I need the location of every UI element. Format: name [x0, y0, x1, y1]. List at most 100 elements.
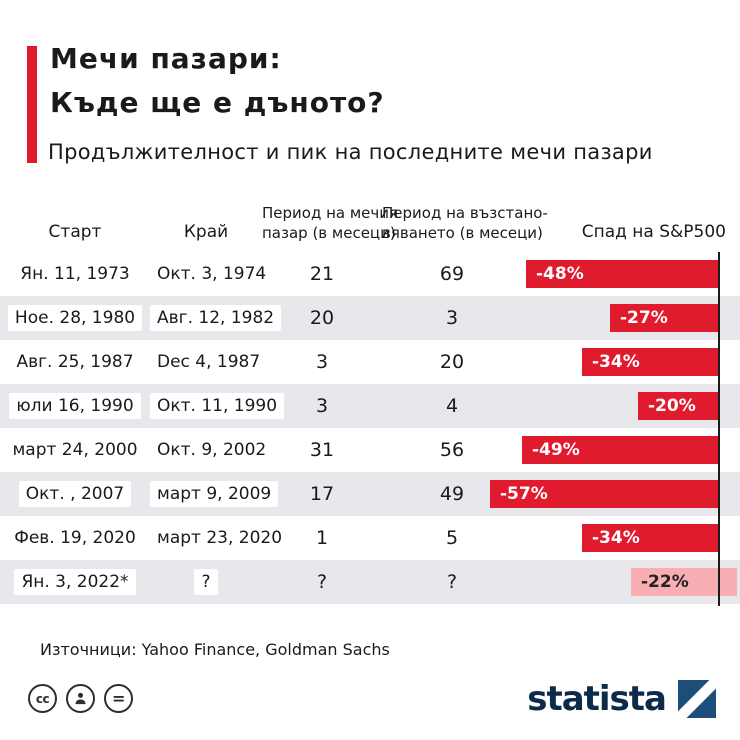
title-accent-bar: [27, 46, 37, 163]
start-date: Ян. 11, 1973: [13, 261, 137, 287]
column-header-recovery-period-line2: вяването (в месеци): [382, 223, 543, 242]
cc-icon: cc: [28, 684, 57, 713]
drop-bar: -34%: [582, 524, 718, 552]
column-header-bear-period-line1: Период на мечия: [262, 204, 399, 222]
table-row: юли 16, 1990 Окт. 11, 1990 3 4 -20%: [0, 384, 740, 428]
license-icons: cc =: [28, 684, 133, 713]
end-date-cell: Окт. 3, 1974: [150, 261, 274, 287]
end-date: Окт. 11, 1990: [150, 393, 285, 419]
bear-market-table: Старт Край Период на мечия пазар (в месе…: [0, 188, 740, 606]
page-title-line1: Мечи пазари:: [50, 42, 282, 75]
recovery-months: 56: [439, 439, 465, 461]
statista-logo-mark: [678, 680, 716, 718]
drop-bar-cell: -22%: [522, 560, 740, 604]
drop-bar-cell: -34%: [522, 516, 740, 560]
end-date-cell: Окт. 11, 1990: [150, 393, 285, 419]
drop-label: -20%: [648, 396, 696, 416]
bear-months: 1: [315, 527, 329, 549]
start-date-cell: Ян. 11, 1973: [0, 261, 150, 287]
end-date-cell: Авг. 12, 1982: [150, 305, 282, 331]
drop-label: -22%: [641, 572, 689, 592]
cc-glyph: cc: [35, 691, 50, 706]
start-date: юли 16, 1990: [9, 393, 141, 419]
column-header-recovery-period-line1: Период на възстано-: [382, 204, 548, 222]
end-date: март 9, 2009: [150, 481, 279, 507]
end-date: Окт. 3, 1974: [150, 261, 274, 287]
recovery-months: 69: [439, 263, 465, 285]
recovery-months: 49: [439, 483, 465, 505]
person-icon: [75, 692, 86, 705]
table-row: Фев. 19, 2020 март 23, 2020 1 5 -34%: [0, 516, 740, 560]
end-date-cell: ?: [150, 569, 262, 595]
drop-bar: -20%: [638, 392, 718, 420]
recovery-months: 5: [445, 527, 459, 549]
recovery-months: 20: [439, 351, 465, 373]
table-row: Окт. , 2007 март 9, 2009 17 49 -57%: [0, 472, 740, 516]
column-header-recovery-period: Период на възстано- вяването (в месеци): [382, 204, 548, 252]
drop-bar: -27%: [610, 304, 718, 332]
drop-label: -49%: [532, 440, 580, 460]
bear-months: ?: [316, 571, 328, 593]
start-date-cell: юли 16, 1990: [0, 393, 150, 419]
start-date-cell: Ное. 28, 1980: [0, 305, 150, 331]
end-date-cell: Окт. 9, 2002: [150, 437, 274, 463]
statista-wordmark: statista: [527, 679, 667, 719]
bear-months: 20: [309, 307, 335, 329]
end-date-cell: март 23, 2020: [150, 525, 290, 551]
recovery-months: ?: [446, 571, 458, 593]
end-date: ?: [194, 569, 218, 595]
drop-bar: -57%: [490, 480, 718, 508]
attribution-icon: [66, 684, 95, 713]
bear-months: 21: [309, 263, 335, 285]
table-header-row: Старт Край Период на мечия пазар (в месе…: [0, 188, 740, 252]
bear-months: 31: [309, 439, 335, 461]
recovery-months: 3: [445, 307, 459, 329]
start-date-cell: Ян. 3, 2022*: [0, 569, 150, 595]
sources-note: Източници: Yahoo Finance, Goldman Sachs: [40, 640, 390, 659]
table-row: Ян. 3, 2022* ? ? ? -22%: [0, 560, 740, 604]
end-date-cell: март 9, 2009: [150, 481, 279, 507]
drop-bar: -49%: [522, 436, 718, 464]
bear-months: 3: [315, 351, 329, 373]
drop-label: -27%: [620, 308, 668, 328]
column-header-bear-period-line2: пазар (в месеци): [262, 223, 396, 242]
equals-glyph: =: [112, 689, 125, 708]
drop-bar-cell: -48%: [522, 252, 740, 296]
start-date-cell: Окт. , 2007: [0, 481, 150, 507]
end-date-cell: Dec 4, 1987: [150, 349, 268, 375]
end-date: Авг. 12, 1982: [150, 305, 282, 331]
table-row: Авг. 25, 1987 Dec 4, 1987 3 20 -34%: [0, 340, 740, 384]
start-date-cell: Авг. 25, 1987: [0, 349, 150, 375]
bear-months: 3: [315, 395, 329, 417]
table-row: Ян. 11, 1973 Окт. 3, 1974 21 69 -48%: [0, 252, 740, 296]
axis-line: [718, 252, 720, 606]
column-header-start: Старт: [48, 221, 102, 242]
start-date: март 24, 2000: [5, 437, 145, 463]
start-date: Ное. 28, 1980: [7, 305, 143, 331]
bear-months: 17: [309, 483, 335, 505]
end-date: Окт. 9, 2002: [150, 437, 274, 463]
column-header-end: Край: [183, 221, 229, 242]
drop-bar-cell: -20%: [522, 384, 740, 428]
statista-logo: statista: [527, 680, 716, 718]
drop-label: -34%: [592, 352, 640, 372]
drop-bar-cell: -49%: [522, 428, 740, 472]
drop-label: -48%: [536, 264, 584, 284]
end-date: Dec 4, 1987: [150, 349, 268, 375]
column-header-sp500-drop: Спад на S&P500: [581, 221, 726, 242]
start-date: Ян. 3, 2022*: [14, 569, 136, 595]
start-date-cell: Фев. 19, 2020: [0, 525, 150, 551]
drop-bar: -34%: [582, 348, 718, 376]
start-date-cell: март 24, 2000: [0, 437, 150, 463]
drop-bar-cell: -34%: [522, 340, 740, 384]
page-title-line2: Къде ще е дъното?: [50, 86, 385, 119]
start-date: Фев. 19, 2020: [7, 525, 143, 551]
column-header-bear-period: Период на мечия пазар (в месеци): [262, 204, 399, 252]
drop-label: -57%: [500, 484, 548, 504]
equals-icon: =: [104, 684, 133, 713]
end-date: март 23, 2020: [150, 525, 290, 551]
table-row: март 24, 2000 Окт. 9, 2002 31 56 -49%: [0, 428, 740, 472]
drop-bar: -48%: [526, 260, 718, 288]
start-date: Окт. , 2007: [18, 481, 132, 507]
